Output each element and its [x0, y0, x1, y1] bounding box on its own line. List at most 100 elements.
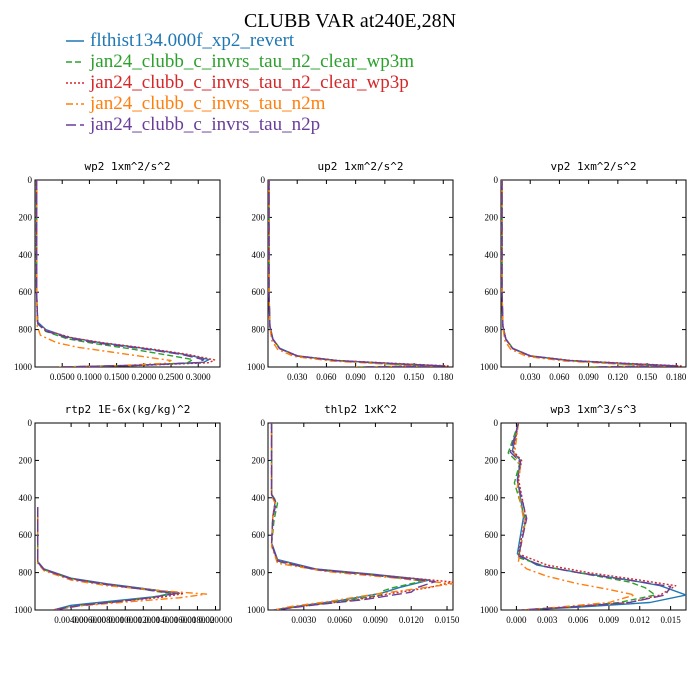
x-tick-label: 0.016000 [163, 615, 197, 625]
legend-item: jan24_clubb_c_invrs_tau_n2_clear_wp3m [66, 51, 414, 72]
x-tick-label: 0.030 [520, 372, 541, 382]
plot-frame [500, 179, 687, 368]
y-tick-label: 0 [28, 418, 33, 428]
x-tick-label: 0.1500 [104, 372, 129, 382]
y-tick-label: 400 [252, 493, 266, 503]
y-tick-label: 600 [485, 287, 499, 297]
x-tick-label: 0.060 [549, 372, 570, 382]
x-tick-label: 0.014000 [144, 615, 178, 625]
series-line [270, 423, 430, 610]
x-tick-label: 0.010000 [108, 615, 142, 625]
x-tick-label: 0.008000 [90, 615, 124, 625]
plot-frame [34, 179, 221, 368]
series-line [37, 507, 176, 610]
y-tick-label: 800 [252, 568, 266, 578]
y-tick-label: 800 [19, 568, 33, 578]
chart-panel: vp2 1xm^2/s^2 0 200 400 600 800 1000 0.030 0.060… [480, 160, 687, 382]
x-tick-label: 0.006000 [72, 615, 106, 625]
y-tick-label: 0 [494, 175, 499, 185]
x-tick-label: 0.090 [346, 372, 367, 382]
series-line [35, 180, 194, 367]
series-line [501, 180, 677, 367]
x-tick-label: 0.0090 [363, 615, 388, 625]
y-tick-label: 200 [19, 212, 33, 222]
y-tick-label: 400 [485, 493, 499, 503]
legend-label: jan24_clubb_c_invrs_tau_n2m [89, 93, 326, 114]
panel-title: wp3 1xm^3/s^3 [550, 403, 636, 416]
x-tick-label: 0.003 [537, 615, 558, 625]
legend-label: jan24_clubb_c_invrs_tau_n2_clear_wp3p [89, 72, 409, 93]
legend-item: flthist134.000f_xp2_revert [66, 30, 295, 51]
y-tick-label: 0 [261, 418, 266, 428]
y-tick-label: 200 [252, 212, 266, 222]
legend-label: flthist134.000f_xp2_revert [90, 30, 295, 51]
x-tick-label: 0.020000 [199, 615, 233, 625]
y-tick-label: 400 [485, 250, 499, 260]
plot-frame [500, 422, 687, 611]
y-tick-label: 600 [252, 287, 266, 297]
x-tick-label: 0.120 [608, 372, 629, 382]
x-tick-label: 0.012 [630, 615, 650, 625]
series-line [501, 180, 668, 367]
plot-frame [267, 179, 454, 368]
y-tick-label: 0 [28, 175, 33, 185]
y-tick-label: 800 [252, 325, 266, 335]
y-tick-label: 400 [19, 493, 33, 503]
series-line [35, 180, 216, 367]
panel-title: wp2 1xm^2/s^2 [84, 160, 170, 173]
series-line [501, 180, 668, 367]
x-tick-label: 0.012000 [126, 615, 160, 625]
plot-frame [34, 422, 221, 611]
series-line [501, 180, 677, 367]
series-line [268, 180, 435, 367]
x-tick-label: 0.000 [506, 615, 527, 625]
series-line [270, 423, 424, 610]
y-tick-label: 1000 [14, 362, 33, 372]
y-tick-label: 800 [485, 568, 499, 578]
x-tick-label: 0.015 [660, 615, 681, 625]
x-tick-label: 0.004000 [54, 615, 88, 625]
y-tick-label: 0 [494, 418, 499, 428]
series-line [511, 423, 686, 610]
y-tick-label: 800 [19, 325, 33, 335]
x-tick-label: 0.009 [599, 615, 620, 625]
chart-panel: rtp2 1E-6x(kg/kg)^2 0 200 400 600 800 1000 0.00… [14, 403, 233, 625]
panel-title: rtp2 1E-6x(kg/kg)^2 [65, 403, 191, 416]
y-tick-label: 800 [485, 325, 499, 335]
chart-panel: wp3 1xm^3/s^3 0 200 400 600 800 1000 0.000 0.003… [480, 403, 687, 625]
panel-title: thlp2 1xK^2 [324, 403, 397, 416]
panel-title: vp2 1xm^2/s^2 [550, 160, 636, 173]
chart-panel: thlp2 1xK^2 0 200 400 600 800 1000 0.0030 0.0060… [247, 403, 460, 625]
x-tick-label: 0.180 [666, 372, 687, 382]
legend-item: jan24_clubb_c_invrs_tau_n2p [66, 114, 320, 135]
legend-item: jan24_clubb_c_invrs_tau_n2_clear_wp3p [66, 72, 409, 93]
chart-panel: up2 1xm^2/s^2 0 200 400 600 800 1000 0.030 0.060… [247, 160, 454, 382]
x-tick-label: 0.2000 [131, 372, 156, 382]
series-line [35, 180, 172, 367]
legend-label: jan24_clubb_c_invrs_tau_n2_clear_wp3m [89, 51, 414, 72]
x-tick-label: 0.018000 [181, 615, 215, 625]
x-tick-label: 0.3000 [186, 372, 211, 382]
x-tick-label: 0.2500 [159, 372, 184, 382]
x-tick-label: 0.0060 [327, 615, 352, 625]
series-line [270, 423, 453, 610]
series-line [37, 507, 172, 610]
x-tick-label: 0.0500 [50, 372, 75, 382]
y-tick-label: 400 [252, 250, 266, 260]
y-tick-label: 1000 [247, 362, 266, 372]
x-tick-label: 0.150 [404, 372, 425, 382]
figure-title: CLUBB VAR at240E,28N [244, 10, 456, 32]
series-line [501, 180, 682, 367]
x-tick-label: 0.1000 [77, 372, 102, 382]
x-tick-label: 0.090 [579, 372, 600, 382]
y-tick-label: 200 [485, 212, 499, 222]
x-tick-label: 0.120 [375, 372, 396, 382]
series-line [268, 180, 444, 367]
legend-label: jan24_clubb_c_invrs_tau_n2p [89, 114, 320, 135]
x-tick-label: 0.150 [637, 372, 658, 382]
series-line [268, 180, 449, 367]
y-tick-label: 400 [19, 250, 33, 260]
x-tick-label: 0.006 [568, 615, 589, 625]
y-tick-label: 0 [261, 175, 266, 185]
legend: flthist134.000f_xp2_revertjan24_clubb_c_… [66, 30, 414, 135]
